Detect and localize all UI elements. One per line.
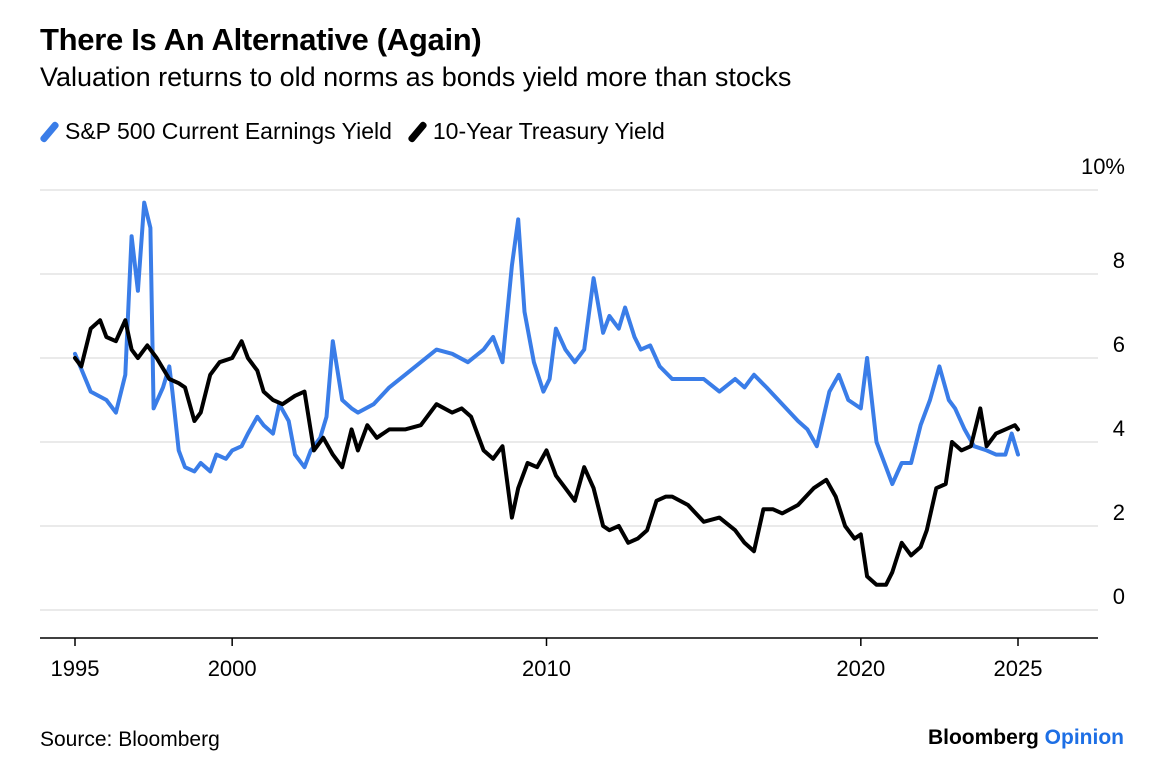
x-tick-label: 1995 (51, 656, 100, 681)
y-tick-label: 6 (1113, 332, 1125, 357)
x-tick-label: 2025 (994, 656, 1043, 681)
legend-swatch-earnings-yield (39, 120, 60, 143)
chart-title: There Is An Alternative (Again) (40, 22, 482, 57)
brand-name: Bloomberg (927, 726, 1039, 749)
y-tick-label: 8 (1113, 248, 1125, 273)
legend-label-treasury-yield: 10-Year Treasury Yield (432, 118, 665, 144)
y-tick-label: 4 (1113, 416, 1125, 441)
x-tick-label: 2020 (836, 656, 885, 681)
brand-logo: Bloomberg Opinion (928, 726, 1124, 750)
source-note: Source: Bloomberg (40, 728, 220, 751)
y-tick-label: 2 (1113, 500, 1125, 525)
legend: S&P 500 Current Earnings Yield 10-Year T… (39, 118, 679, 145)
y-tick-label: 10% (1081, 154, 1125, 179)
chart-subtitle: Valuation returns to old norms as bonds … (40, 62, 792, 92)
legend-item-earnings-yield: S&P 500 Current Earnings Yield (39, 118, 392, 145)
legend-label-earnings-yield: S&P 500 Current Earnings Yield (65, 118, 392, 144)
y-tick-label: 0 (1113, 584, 1125, 609)
series-line-treasury-yield (73, 318, 1020, 587)
series-line-earnings-yield (73, 200, 1020, 486)
legend-swatch-treasury-yield (406, 120, 428, 143)
line-chart: 0 2 4 6 8 10% 1995 2000 2010 2020 2025 (40, 154, 1125, 681)
brand-suffix: Opinion (1044, 726, 1124, 749)
x-tick-label: 2000 (208, 656, 257, 681)
legend-item-treasury-yield: 10-Year Treasury Yield (406, 118, 665, 145)
x-tick-label: 2010 (522, 656, 571, 681)
